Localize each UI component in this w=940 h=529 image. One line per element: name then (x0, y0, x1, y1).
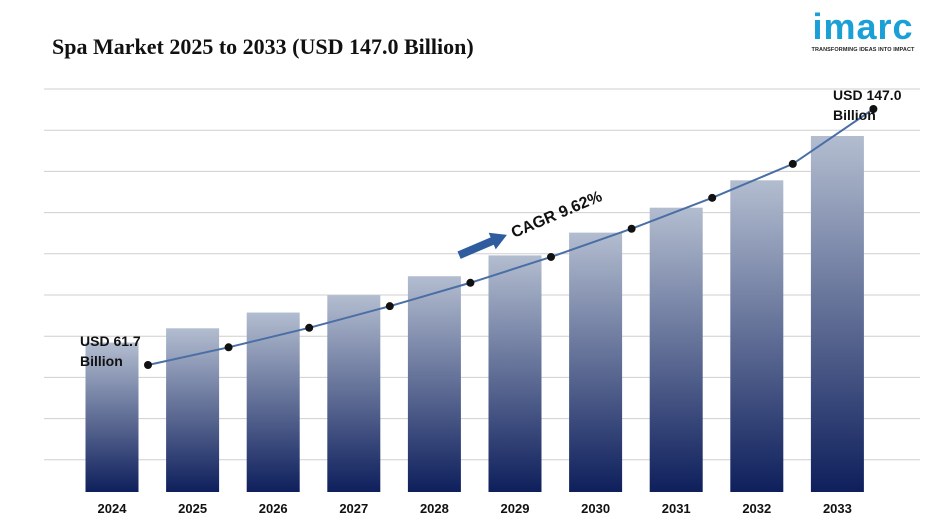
bar-2029 (488, 255, 542, 492)
end-value-label: USD 147.0 (833, 87, 902, 103)
x-axis-ticks: 2024 2025 2026 2027 2028 2029 2030 2031 2032 2033 (98, 501, 852, 516)
x-tick-label: 2032 (742, 501, 771, 516)
bar-2032 (730, 180, 784, 493)
x-tick-label: 2033 (823, 501, 852, 516)
x-tick-label: 2024 (98, 501, 128, 516)
x-tick-label: 2026 (259, 501, 288, 516)
x-tick-label: 2027 (339, 501, 368, 516)
trend-point (708, 193, 717, 202)
bar-2033 (810, 136, 864, 492)
bars (85, 136, 864, 493)
trend-polyline (147, 108, 874, 366)
bar-2028 (407, 276, 461, 492)
x-tick-label: 2031 (662, 501, 691, 516)
bar-2027 (327, 295, 381, 492)
trend-point (305, 323, 314, 332)
cagr-arrow (457, 232, 507, 259)
arrow-shape (457, 232, 507, 259)
x-tick-label: 2025 (178, 501, 207, 516)
trend-point (788, 159, 797, 168)
bar-2031 (649, 207, 703, 492)
logo-tagline: TRANSFORMING IDEAS INTO IMPACT (811, 47, 915, 53)
trend-line (144, 105, 878, 369)
trend-point (869, 105, 878, 113)
chart-title: Spa Market 2025 to 2033 (USD 147.0 Billi… (52, 34, 474, 59)
trend-point (385, 302, 394, 311)
trend-point (547, 252, 555, 261)
trend-point (466, 278, 475, 287)
logo-wordmark: imarc (812, 6, 914, 47)
bar-2026 (246, 312, 300, 492)
start-value-unit: Billion (80, 353, 123, 369)
end-value-unit: Billion (833, 107, 876, 123)
x-tick-label: 2028 (420, 501, 449, 516)
bar-2024 (85, 342, 139, 492)
trend-point (144, 361, 152, 369)
bar-2030 (569, 232, 623, 492)
x-tick-label: 2029 (501, 501, 530, 516)
trend-point (224, 343, 233, 352)
imarc-logo: imarc TRANSFORMING IDEAS INTO IMPACT (803, 8, 923, 58)
trend-point (627, 224, 636, 233)
bar-2025 (166, 328, 220, 492)
x-tick-label: 2030 (581, 501, 610, 516)
start-value-label: USD 61.7 (80, 333, 141, 349)
